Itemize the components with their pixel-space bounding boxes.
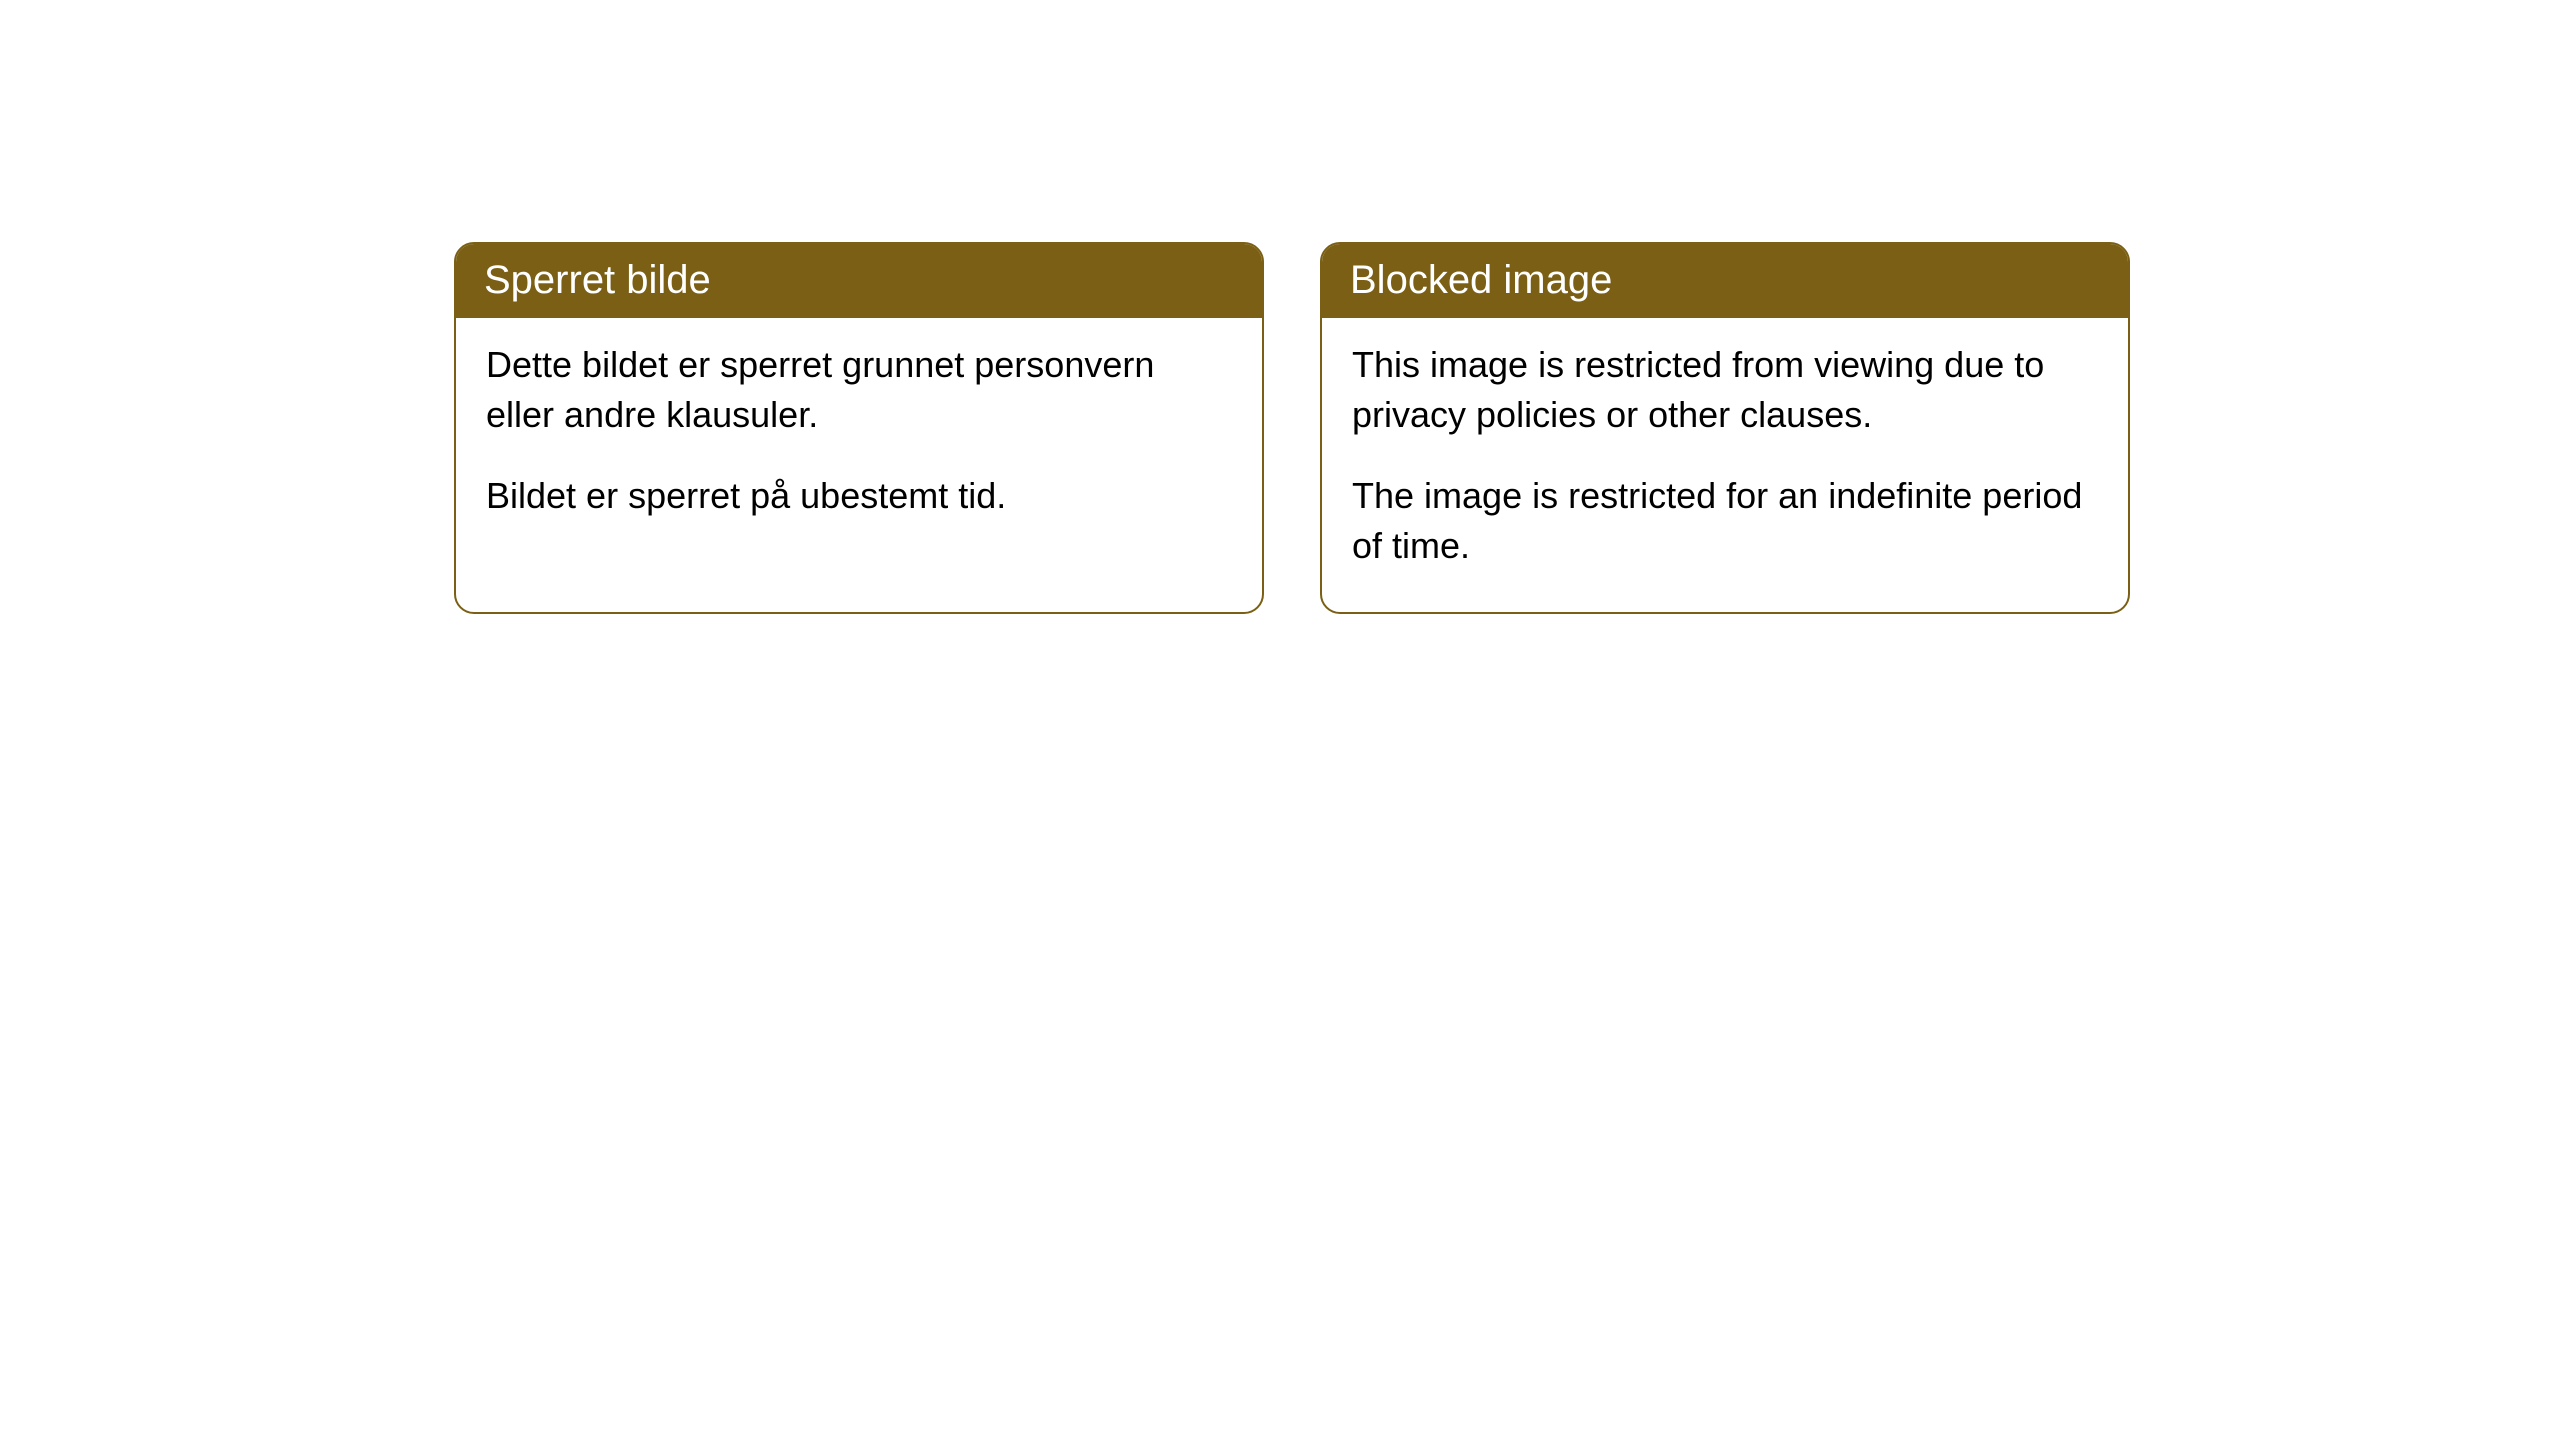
notice-text-line-2: The image is restricted for an indefinit…	[1352, 471, 2098, 572]
notice-card-english: Blocked image This image is restricted f…	[1320, 242, 2130, 614]
notice-card-norwegian: Sperret bilde Dette bildet er sperret gr…	[454, 242, 1264, 614]
notice-cards-container: Sperret bilde Dette bildet er sperret gr…	[454, 242, 2560, 614]
card-body: Dette bildet er sperret grunnet personve…	[456, 318, 1262, 561]
card-header: Blocked image	[1322, 244, 2128, 318]
notice-text-line-1: This image is restricted from viewing du…	[1352, 340, 2098, 441]
notice-text-line-2: Bildet er sperret på ubestemt tid.	[486, 471, 1232, 521]
card-body: This image is restricted from viewing du…	[1322, 318, 2128, 612]
notice-text-line-1: Dette bildet er sperret grunnet personve…	[486, 340, 1232, 441]
card-header: Sperret bilde	[456, 244, 1262, 318]
